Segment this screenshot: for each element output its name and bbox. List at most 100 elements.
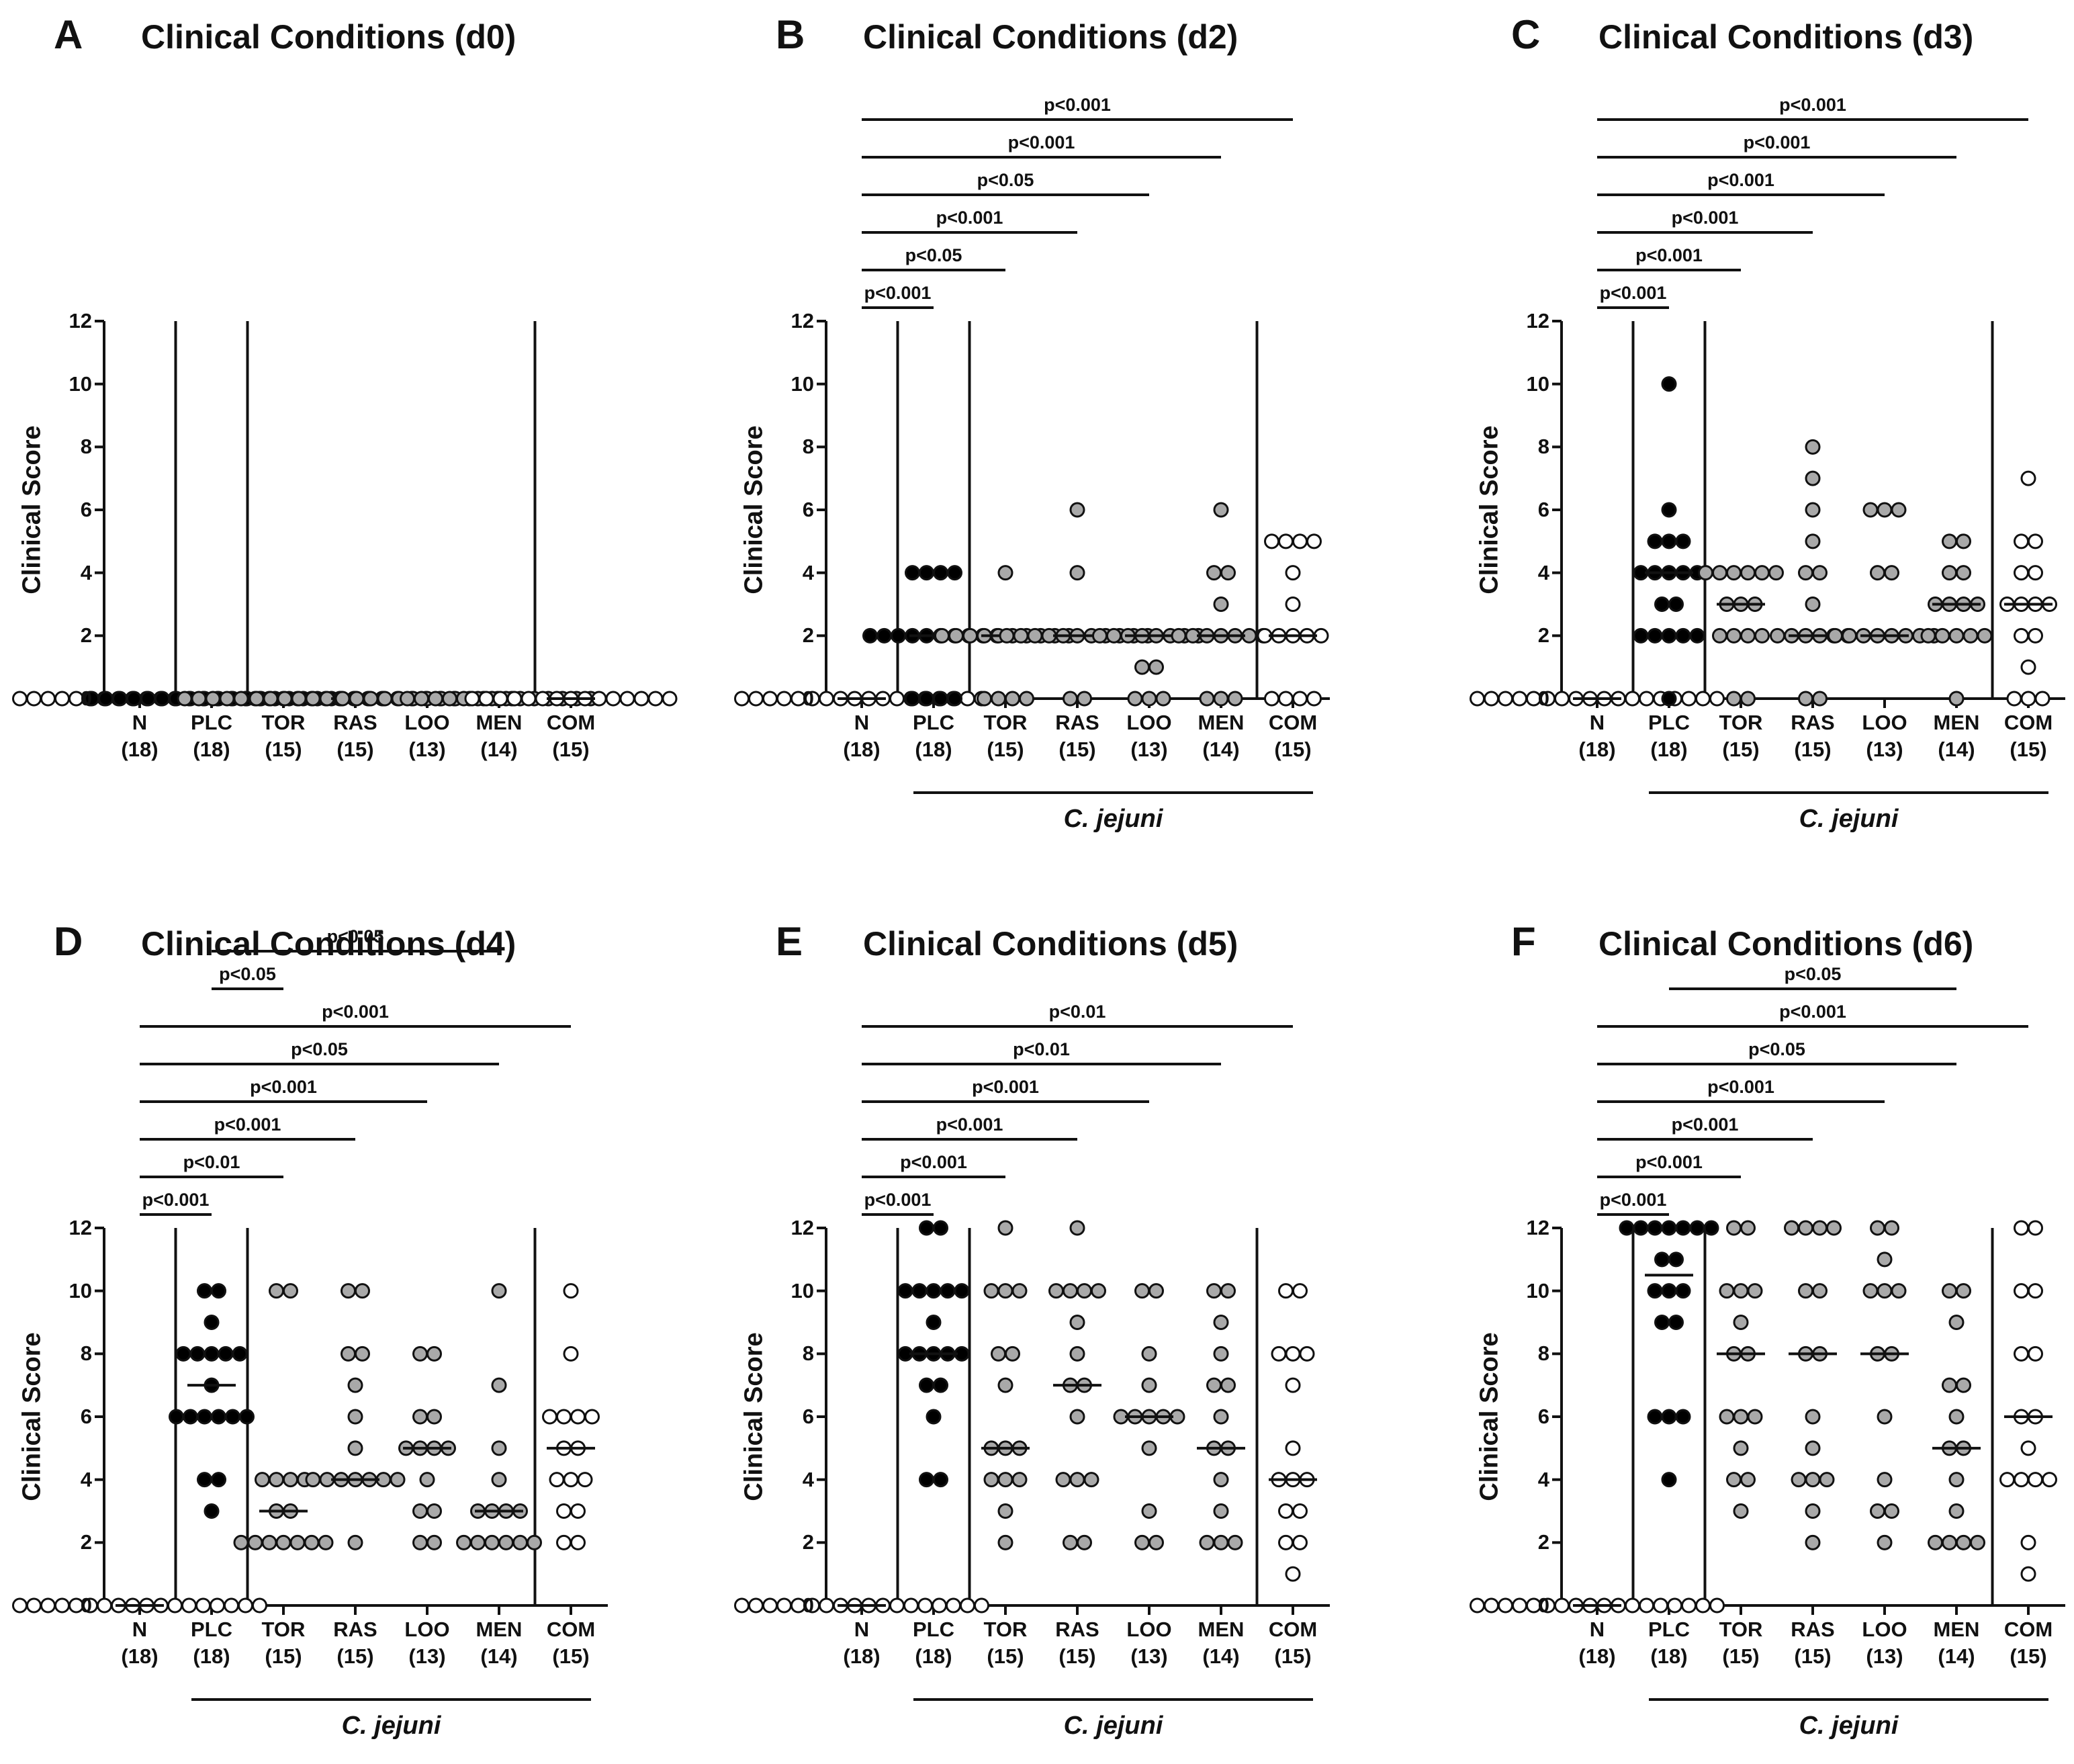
y-tick-label: 12 (1526, 309, 1549, 333)
category-label: MEN (476, 1618, 523, 1641)
data-point-tor (191, 691, 207, 707)
category-label: LOO (1126, 711, 1172, 734)
data-point-men (1942, 533, 1957, 549)
data-point-loo (1134, 1534, 1150, 1550)
data-point-n (181, 1597, 197, 1614)
data-point-plc (1661, 691, 1677, 707)
data-point-ras (1798, 565, 1813, 581)
data-point-n (903, 1597, 919, 1614)
y-tick-label: 8 (1537, 1341, 1549, 1366)
data-point-tor (1768, 565, 1784, 581)
data-point-plc (1661, 502, 1677, 518)
data-point-tor (1733, 1440, 1749, 1456)
data-point-n (1681, 1597, 1697, 1614)
y-axis-label: Clinical Score (17, 425, 46, 594)
data-point-plc (919, 1377, 934, 1393)
data-point-men (1956, 1534, 1971, 1550)
data-point-tor (997, 1534, 1013, 1550)
data-point-n (734, 691, 750, 707)
data-point-ras (1805, 1409, 1821, 1425)
data-point-n (1667, 1597, 1682, 1614)
data-point-com (464, 691, 480, 707)
data-point-loo (1884, 1503, 1899, 1519)
y-tick-label: 2 (802, 1530, 814, 1554)
data-point-loo (1148, 659, 1164, 675)
data-point-ras (1013, 627, 1029, 644)
significance-label: p<0.05 (977, 170, 1034, 190)
data-point-men (1199, 1534, 1215, 1550)
category-label: TOR (1719, 711, 1763, 734)
data-point-tor (997, 1283, 1013, 1299)
data-point-plc (1661, 1472, 1677, 1488)
data-point-com (492, 691, 508, 707)
data-point-tor (289, 1534, 306, 1550)
data-point-tor (1011, 1283, 1028, 1299)
data-point-com (2014, 533, 2029, 549)
category-n-label: (15) (1722, 1644, 1760, 1668)
data-point-loo (1092, 627, 1108, 644)
data-point-com (2006, 691, 2022, 707)
category-n-label: (18) (121, 1644, 159, 1668)
data-point-plc (112, 691, 128, 707)
data-point-tor (1719, 1283, 1735, 1299)
data-point-plc (1689, 1220, 1705, 1236)
category-label: PLC (1648, 1618, 1690, 1641)
significance-label: p<0.001 (1599, 283, 1667, 303)
category-label: COM (546, 1618, 596, 1641)
data-point-tor (1019, 691, 1034, 707)
data-point-n (946, 1597, 961, 1614)
data-point-men (470, 1534, 486, 1550)
data-point-tor (283, 1283, 298, 1299)
category-n-label: (15) (987, 1644, 1024, 1668)
panel-title: Clinical Conditions (d4) (141, 925, 516, 963)
category-n-label: (15) (552, 1644, 590, 1668)
data-point-plc (862, 627, 878, 644)
data-point-ras (1069, 1220, 1085, 1236)
y-tick-label: 6 (802, 498, 814, 521)
category-label: MEN (1198, 711, 1245, 734)
data-point-ras (1805, 533, 1821, 549)
data-point-tor (1754, 627, 1770, 644)
data-point-plc (933, 1377, 948, 1393)
data-point-tor (962, 627, 978, 644)
data-point-plc (1668, 597, 1684, 612)
data-point-plc (204, 1315, 220, 1330)
data-point-ras (277, 691, 293, 707)
category-label: MEN (1933, 711, 1980, 734)
data-point-n (1681, 691, 1697, 707)
data-point-ras (305, 1472, 321, 1488)
category-label: PLC (913, 1618, 954, 1641)
data-point-men (1220, 565, 1236, 581)
y-tick-label: 12 (69, 309, 92, 333)
data-point-loo (363, 691, 379, 707)
data-point-ras (1798, 691, 1813, 707)
data-point-loo (1141, 691, 1157, 707)
significance-label: p<0.001 (1044, 95, 1111, 115)
data-point-com (563, 1283, 579, 1299)
y-tick-label: 12 (791, 309, 814, 333)
category-n-label: (15) (2010, 738, 2047, 761)
panel-title: Clinical Conditions (d6) (1598, 925, 1974, 963)
data-point-n (932, 1597, 947, 1614)
data-point-loo (412, 1534, 428, 1550)
data-point-n (1554, 691, 1570, 707)
data-point-plc (926, 1315, 942, 1330)
y-tick-label: 10 (791, 1278, 814, 1303)
data-point-ras (1805, 597, 1821, 612)
data-point-plc (933, 565, 948, 581)
data-point-tor (1712, 627, 1727, 644)
data-point-plc (1661, 1409, 1677, 1425)
data-point-plc (876, 627, 892, 644)
panel-title: Clinical Conditions (d0) (141, 18, 516, 56)
data-point-men (1206, 1283, 1222, 1299)
category-label: RAS (1791, 711, 1835, 734)
category-label: TOR (261, 1618, 306, 1641)
data-point-plc (1668, 1315, 1684, 1330)
data-point-tor (997, 1377, 1013, 1393)
data-point-n (1470, 1597, 1485, 1614)
y-tick-label: 4 (80, 1467, 92, 1491)
data-point-ras (1805, 470, 1821, 486)
category-label: COM (2003, 1618, 2053, 1641)
category-label: COM (546, 711, 596, 734)
data-point-tor (977, 691, 992, 707)
